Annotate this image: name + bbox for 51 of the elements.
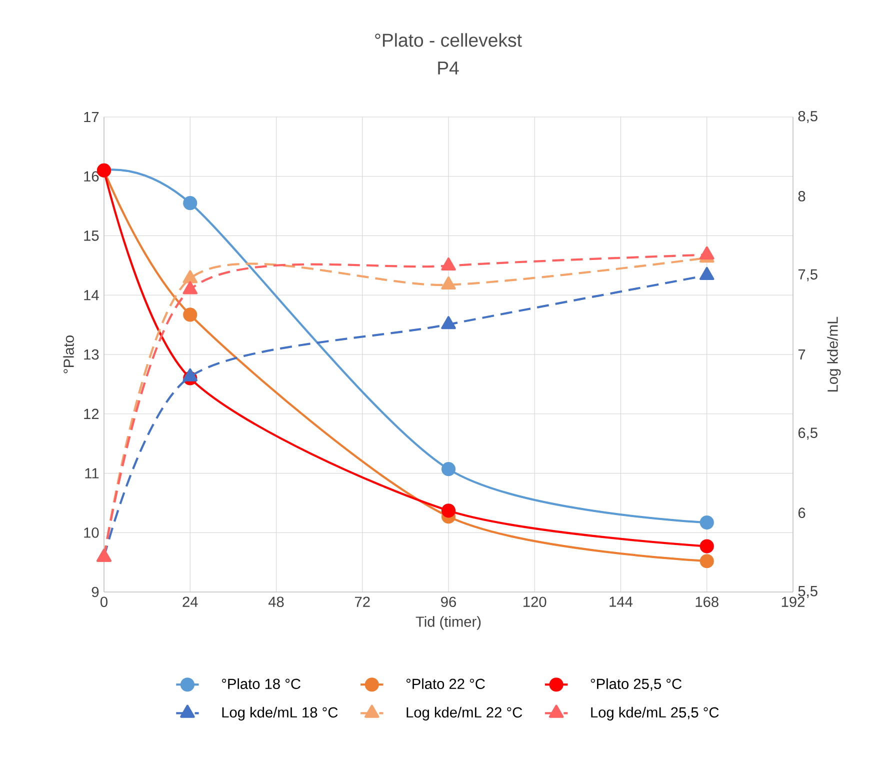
point [441, 316, 456, 330]
y-tick-label: 10 [84, 527, 99, 538]
y2-tick-label: 5,5 [798, 586, 818, 598]
y-tick-label: 14 [84, 290, 99, 300]
y2-tick-label: 8 [798, 191, 806, 202]
x-tick-label: 48 [268, 596, 284, 608]
legend-label: Log kde/mL 18 °C [222, 706, 338, 720]
point [182, 368, 198, 382]
y-tick-label: 16 [84, 171, 99, 182]
y2-tick-label: 6,5 [798, 428, 818, 440]
y-tick-label: 13 [84, 349, 99, 360]
x-tick-label: 96 [441, 596, 456, 608]
y-axis-title: °Plato [63, 336, 74, 374]
point [699, 266, 714, 280]
point [183, 308, 198, 322]
y2-tick-label: 6 [798, 508, 806, 518]
point [182, 270, 198, 284]
y2-tick-label: 7 [798, 349, 806, 360]
y-tick-label: 9 [92, 586, 99, 598]
point [441, 257, 456, 271]
y-tick-label: 17 [84, 112, 99, 122]
x-tick-label: 0 [100, 596, 108, 608]
point [700, 515, 714, 530]
point [700, 539, 714, 554]
point [183, 196, 198, 210]
y-tick-label: 12 [84, 408, 99, 419]
point [699, 246, 714, 260]
x-tick-label: 24 [182, 596, 198, 607]
chart-subtitle: P4 [438, 62, 459, 74]
chart-title: °Plato - cellevekst [375, 33, 522, 47]
legend-label: Log kde/mL 25,5 °C [591, 706, 719, 720]
x-tick-label: 144 [610, 596, 632, 607]
y-tick-label: 15 [84, 230, 99, 241]
x-axis-title: Tid (timer) [416, 616, 481, 630]
x-tick-label: 192 [782, 596, 804, 608]
legend-label: °Plato 22 °C [406, 678, 485, 690]
x-tick-label: 120 [524, 596, 546, 608]
point [441, 276, 456, 290]
y2-tick-label: 8,5 [798, 110, 818, 124]
point [182, 281, 198, 294]
y2-tick-label: 7,5 [798, 269, 818, 282]
legend-label: °Plato 25,5 °C [590, 678, 682, 691]
legend-label: °Plato 18 °C [222, 678, 300, 690]
x-tick-label: 72 [355, 596, 370, 607]
x-tick-label: 168 [696, 596, 718, 608]
y-tick-label: 11 [85, 468, 99, 478]
point [700, 554, 714, 568]
point [441, 462, 456, 476]
y2-axis-title: Log kde/mL [827, 316, 841, 392]
point [441, 504, 456, 518]
legend-label: Log kde/mL 22 °C [406, 706, 522, 720]
